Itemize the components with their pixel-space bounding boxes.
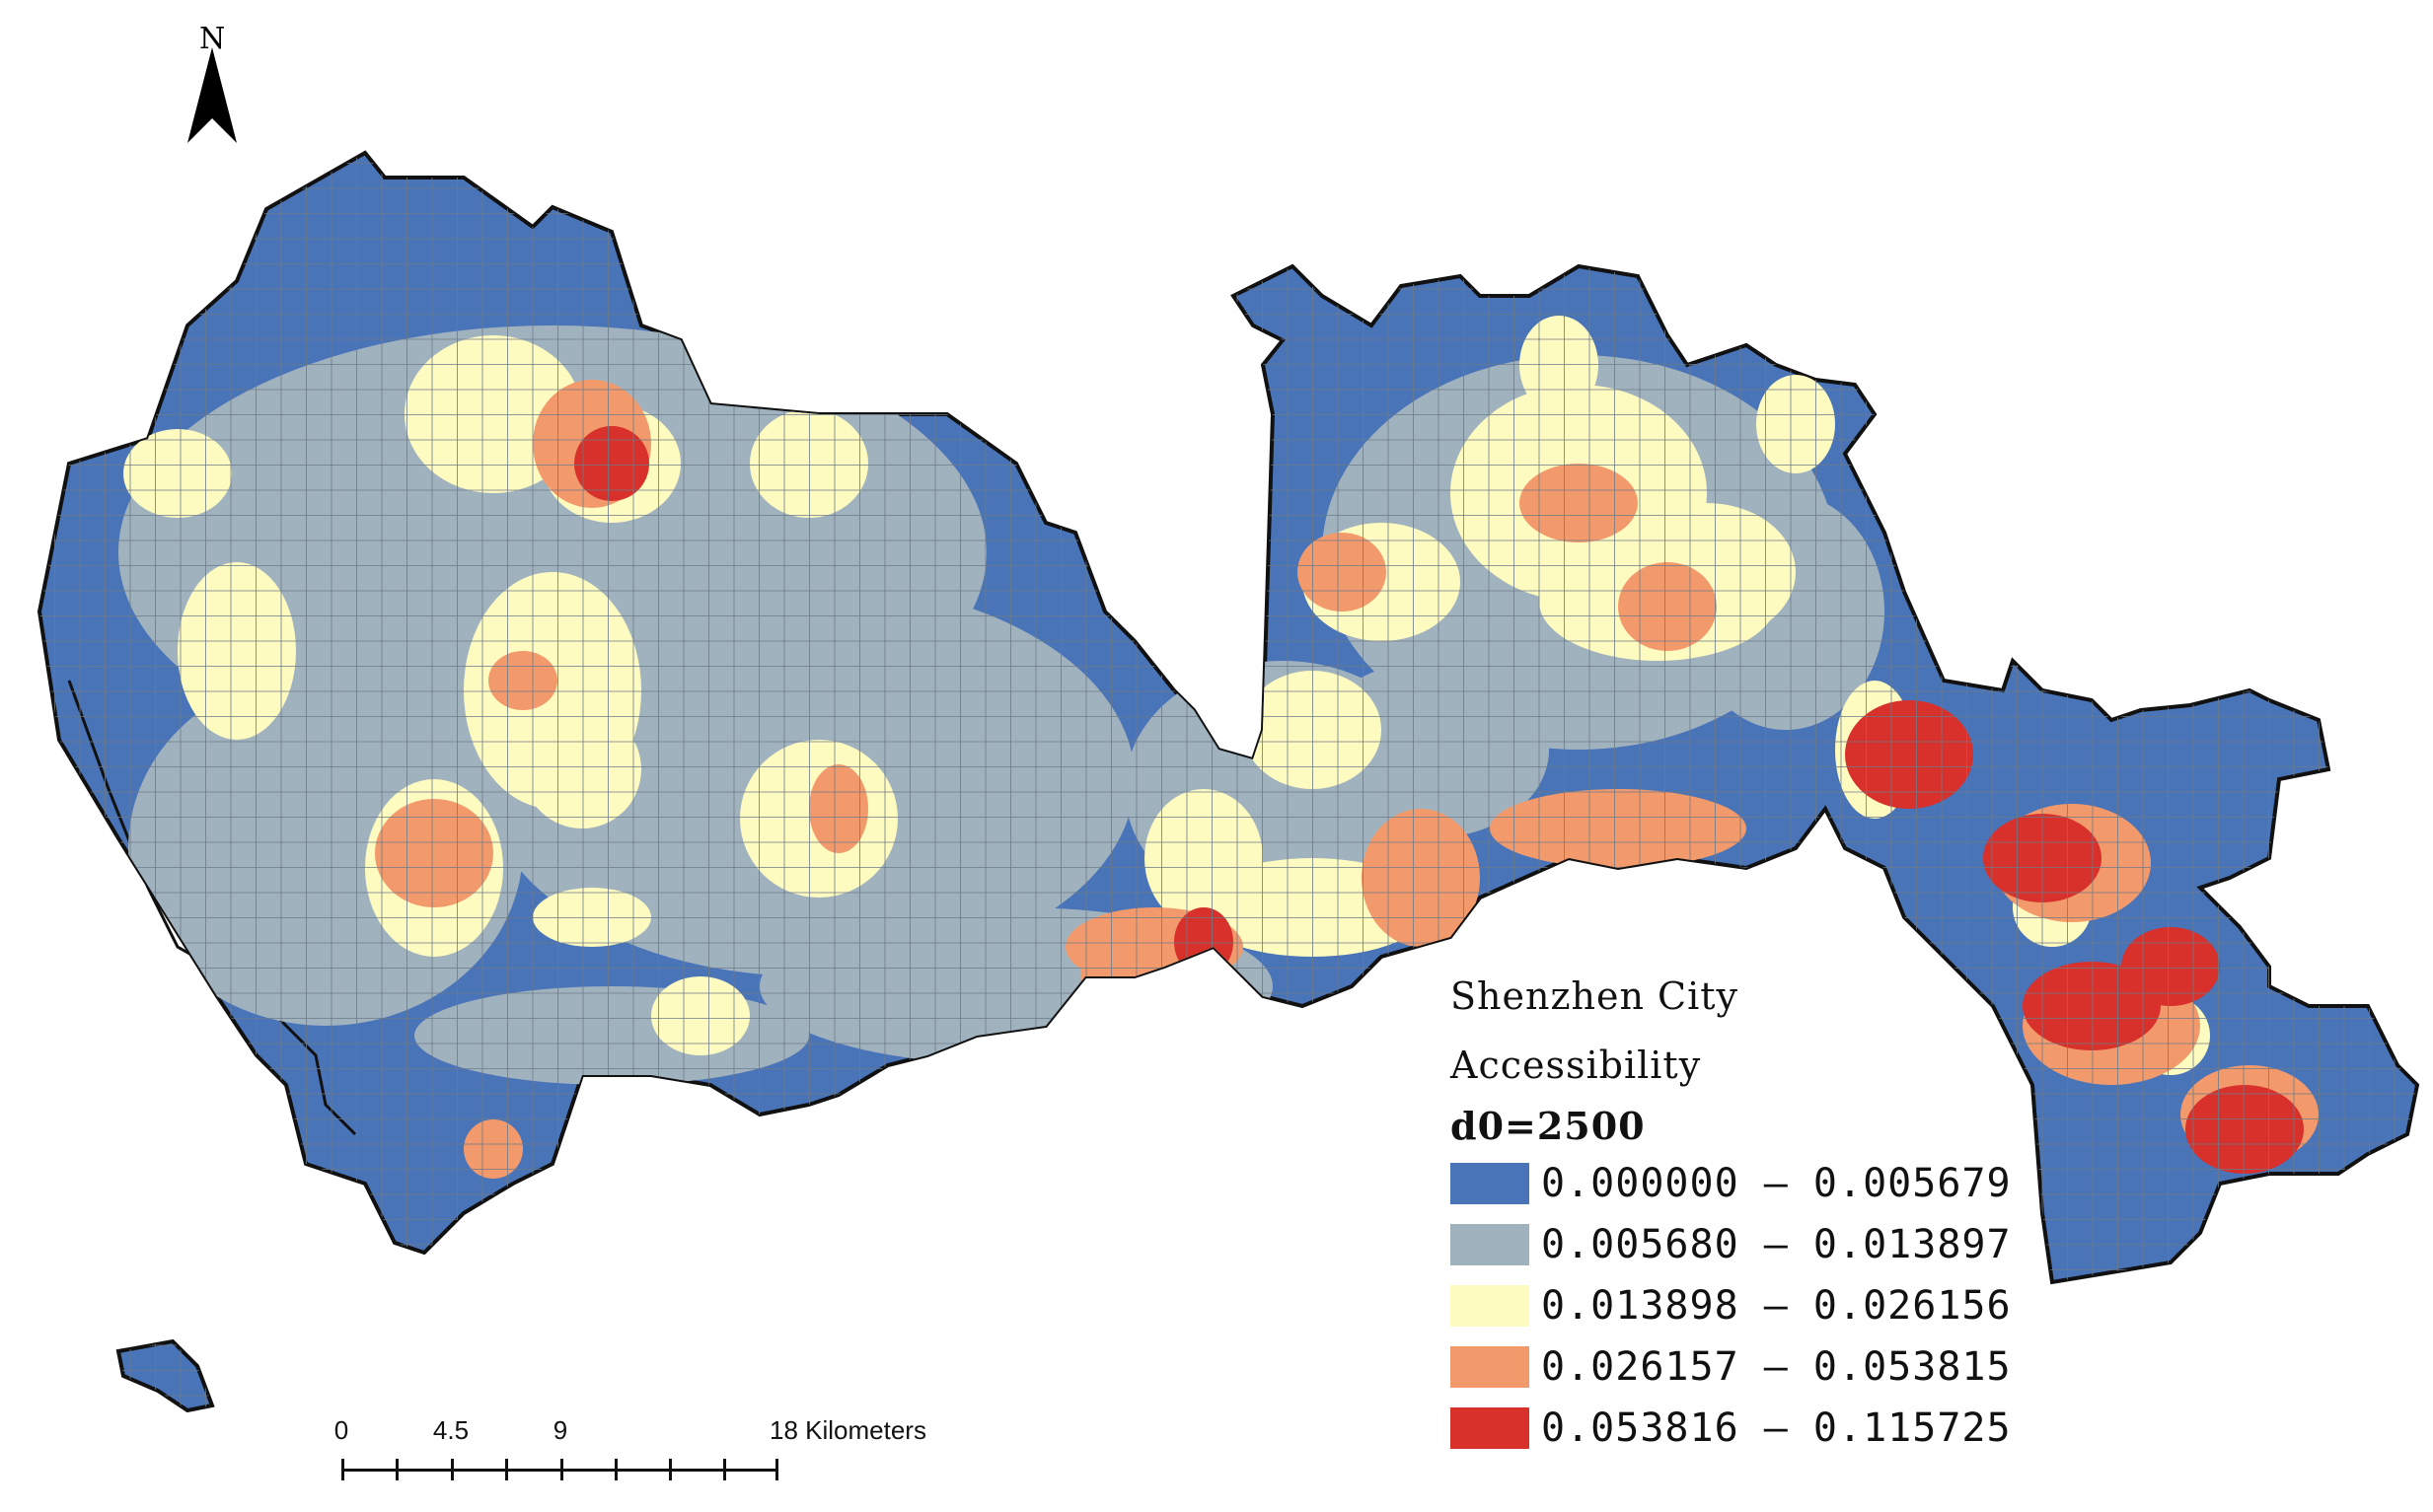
- accessibility-zone: [1080, 942, 1140, 1001]
- legend-parameter: d0=2500: [1450, 1104, 1646, 1148]
- accessibility-zone: [651, 976, 750, 1055]
- accessibility-zone: [1490, 789, 1746, 868]
- legend-item: 0.013898 – 0.026156: [1450, 1275, 2012, 1336]
- accessibility-zone: [464, 1119, 523, 1179]
- legend: Shenzhen City Accessibility d0=2500 0.00…: [1450, 962, 2012, 1459]
- legend-item-label: 0.005680 – 0.013897: [1541, 1222, 2012, 1267]
- accessibility-zone: [1297, 533, 1386, 612]
- accessibility-zone: [2121, 927, 2220, 1006]
- north-arrow-icon: [187, 47, 237, 143]
- accessibility-zone: [1362, 809, 1480, 947]
- scale-label: 18 Kilometers: [770, 1415, 926, 1445]
- accessibility-zone: [414, 986, 809, 1085]
- legend-item: 0.026157 – 0.053815: [1450, 1336, 2012, 1398]
- accessibility-zone: [750, 409, 868, 518]
- scale-tick: [505, 1459, 508, 1480]
- scale-tick: [451, 1459, 454, 1480]
- accessibility-zone: [488, 651, 557, 710]
- legend-swatch: [1450, 1407, 1529, 1449]
- legend-swatch: [1450, 1285, 1529, 1327]
- accessibility-zone: [1243, 671, 1381, 789]
- scale-tick: [615, 1459, 618, 1480]
- legend-subtitle: Accessibility: [1450, 1044, 1702, 1087]
- legend-swatch: [1450, 1224, 1529, 1265]
- accessibility-zone: [178, 562, 296, 740]
- legend-item-label: 0.026157 – 0.053815: [1541, 1344, 2012, 1390]
- accessibility-zone: [574, 426, 649, 501]
- accessibility-zone: [809, 764, 868, 853]
- accessibility-zone: [1845, 700, 1973, 809]
- accessibility-zone: [1519, 316, 1598, 414]
- legend-item-label: 0.000000 – 0.005679: [1541, 1161, 2012, 1206]
- legend-item: 0.053816 – 0.115725: [1450, 1398, 2012, 1459]
- island-boundary: [115, 1338, 215, 1413]
- accessibility-zone: [123, 429, 232, 518]
- accessibility-zones: [118, 316, 2319, 1179]
- legend-item-label: 0.013898 – 0.026156: [1541, 1283, 2012, 1329]
- accessibility-zone: [1756, 375, 1835, 473]
- scale-bar: 0 4.5 9 18 Kilometers: [333, 1415, 926, 1484]
- legend-swatch: [1450, 1346, 1529, 1388]
- scale-tick: [560, 1459, 563, 1480]
- accessibility-zone: [1618, 562, 1717, 651]
- scale-label: 0: [333, 1415, 349, 1445]
- north-label: N: [199, 22, 226, 56]
- legend-item-label: 0.053816 – 0.115725: [1541, 1405, 2012, 1451]
- scale-tick: [396, 1459, 399, 1480]
- scale-tick: [341, 1459, 344, 1480]
- accessibility-zone: [1519, 464, 1638, 542]
- accessibility-zone: [533, 888, 651, 947]
- scale-tick: [775, 1459, 778, 1480]
- legend-item: 0.000000 – 0.005679: [1450, 1153, 2012, 1214]
- accessibility-zone: [2185, 1085, 2304, 1174]
- scale-tick: [669, 1459, 672, 1480]
- scale-tick: [723, 1459, 726, 1480]
- accessibility-zone: [375, 799, 493, 907]
- accessibility-zone: [2023, 962, 2161, 1050]
- scale-label: 4.5: [432, 1415, 470, 1445]
- legend-title: Shenzhen City: [1450, 974, 1738, 1018]
- legend-item: 0.005680 – 0.013897: [1450, 1214, 2012, 1275]
- legend-swatch: [1450, 1163, 1529, 1204]
- scale-line: [341, 1469, 777, 1472]
- scale-label: 9: [553, 1415, 568, 1445]
- accessibility-zone: [523, 710, 641, 828]
